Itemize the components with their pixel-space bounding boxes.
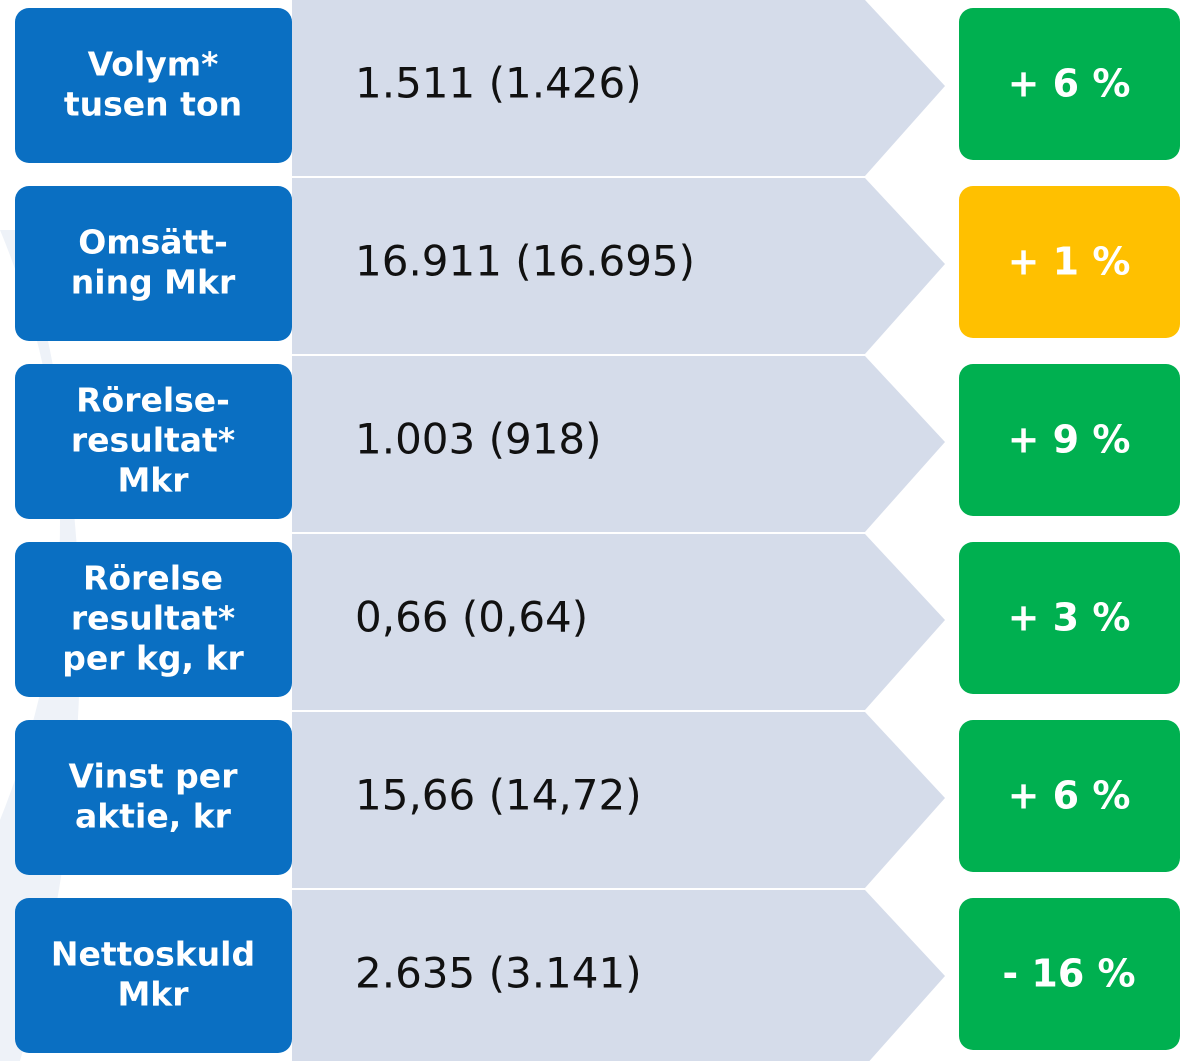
change-box: [959, 364, 1180, 516]
label-box: [15, 364, 292, 519]
change-box: [959, 542, 1180, 694]
value: 0,66 (0,64): [355, 593, 588, 642]
label-box: [15, 186, 292, 341]
label-line: Mkr: [117, 461, 189, 500]
label-line: Volym*: [88, 45, 219, 84]
arrow: [292, 712, 945, 888]
rows: Volym*tusen ton 1.511 (1.426) + 6 % Omsätt-…: [15, 0, 1180, 1061]
value: 16.911 (16.695): [355, 237, 695, 286]
label-line: resultat*: [71, 421, 235, 460]
change-box: [959, 186, 1180, 338]
label-line: aktie, kr: [75, 797, 232, 836]
label-line: per kg, kr: [62, 639, 244, 678]
label-line: Mkr: [117, 975, 189, 1014]
arrow: [292, 356, 945, 532]
arrow: [292, 890, 945, 1061]
change-box: [959, 898, 1180, 1050]
arrow: [292, 0, 945, 176]
change: + 6 %: [1008, 62, 1131, 106]
value: 1.003 (918): [355, 415, 602, 464]
value: 15,66 (14,72): [355, 771, 642, 820]
label-line: resultat*: [71, 599, 235, 638]
label-line: Omsätt-: [78, 223, 228, 262]
label-line: Nettoskuld: [51, 935, 255, 974]
label-line: Rörelse: [83, 559, 223, 598]
label-line: ning Mkr: [71, 263, 236, 302]
label-line: tusen ton: [64, 85, 242, 124]
change: + 9 %: [1008, 418, 1131, 462]
change-box: [959, 720, 1180, 872]
label-box: [15, 542, 292, 697]
change: + 3 %: [1008, 596, 1131, 640]
change-box: [959, 8, 1180, 160]
label-box: [15, 8, 292, 163]
change: - 16 %: [1002, 952, 1135, 996]
change: + 1 %: [1008, 240, 1131, 284]
value: 2.635 (3.141): [355, 949, 642, 998]
arrow: [292, 534, 945, 710]
arrow: [292, 178, 945, 354]
change: + 6 %: [1008, 774, 1131, 818]
value: 1.511 (1.426): [355, 59, 642, 108]
label-box: [15, 898, 292, 1053]
label-line: Vinst per: [69, 757, 239, 796]
label-box: [15, 720, 292, 875]
label-line: Rörelse-: [76, 381, 230, 420]
